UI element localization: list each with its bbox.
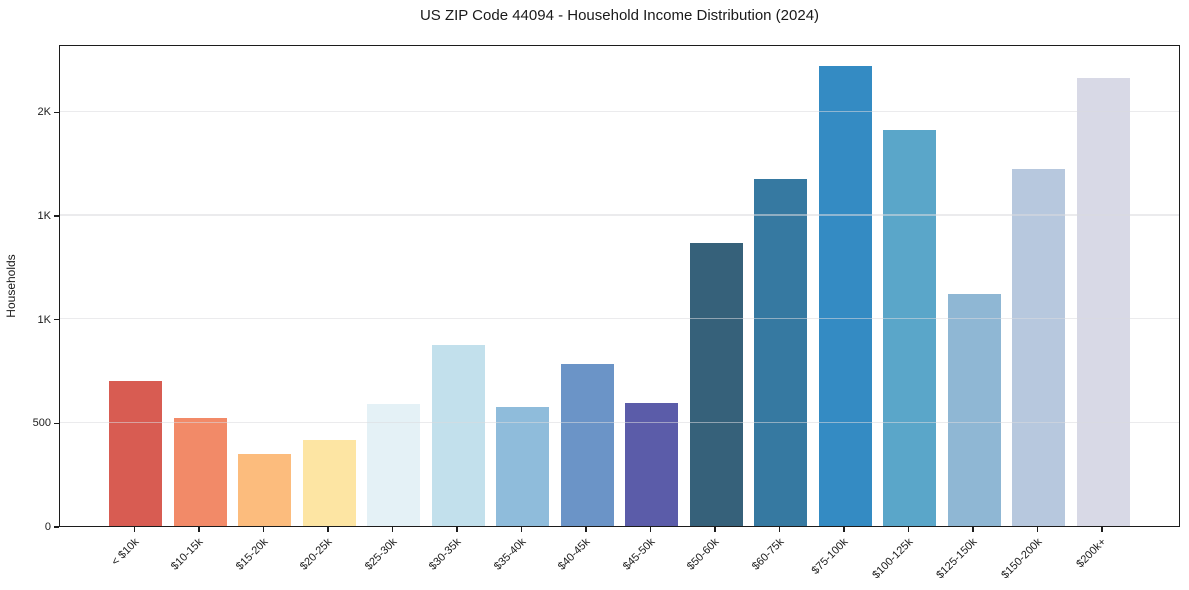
y-tick-mark-1000	[53, 318, 59, 321]
x-tick-mark-14	[972, 527, 974, 532]
y-tick-mark-1500	[53, 215, 59, 217]
gridline-y-1000	[60, 318, 1179, 320]
x-tick-mark-1	[133, 527, 136, 532]
bar-10	[689, 243, 743, 526]
x-tick-mark-4	[327, 527, 329, 532]
bar-15	[1012, 169, 1065, 526]
bar-8	[560, 364, 614, 526]
bar-16	[1076, 78, 1130, 526]
bar-13	[883, 130, 936, 526]
bar-5	[367, 403, 420, 526]
y-tick-label-1500: 1K	[37, 210, 51, 223]
bar-1	[109, 380, 162, 526]
y-tick-label-500: 500	[32, 417, 51, 430]
bar-2	[173, 418, 227, 526]
gridline-y-500	[60, 421, 1179, 424]
y-tick-label-2000: 2K	[37, 106, 51, 119]
bar-9	[625, 402, 678, 526]
plot-area	[59, 45, 1180, 527]
x-tick-mark-5	[391, 527, 394, 532]
x-tick-mark-8	[585, 527, 587, 532]
x-tick-mark-12	[843, 527, 845, 532]
x-tick-label-1: < $10k	[108, 536, 141, 569]
bar-11	[754, 178, 807, 526]
bar-12	[818, 65, 872, 526]
x-tick-mark-3	[262, 527, 265, 532]
y-tick-mark-0	[53, 526, 59, 528]
bar-4	[302, 439, 356, 526]
x-tick-mark-10	[714, 527, 716, 532]
x-tick-mark-6	[456, 527, 458, 532]
chart-title: US ZIP Code 44094 - Household Income Dis…	[419, 7, 820, 24]
x-tick-mark-16	[1101, 527, 1103, 532]
x-tick-mark-13	[907, 527, 910, 532]
x-tick-mark-9	[649, 527, 652, 532]
bar-3	[238, 454, 291, 526]
x-tick-mark-15	[1036, 527, 1039, 532]
gridline-y-2000	[60, 110, 1179, 113]
y-tick-mark-2000	[53, 111, 59, 114]
bar-6	[431, 344, 485, 526]
x-tick-mark-11	[778, 527, 781, 532]
y-axis-label: Households	[4, 254, 18, 318]
gridline-y-1500	[60, 214, 1179, 216]
x-tick-mark-2	[198, 527, 200, 532]
y-tick-mark-500	[53, 422, 59, 425]
bar-7	[496, 406, 549, 526]
y-tick-label-1000: 1K	[37, 313, 51, 326]
x-tick-mark-7	[520, 527, 523, 532]
bar-14	[947, 293, 1001, 526]
y-tick-label-0: 0	[44, 521, 51, 533]
